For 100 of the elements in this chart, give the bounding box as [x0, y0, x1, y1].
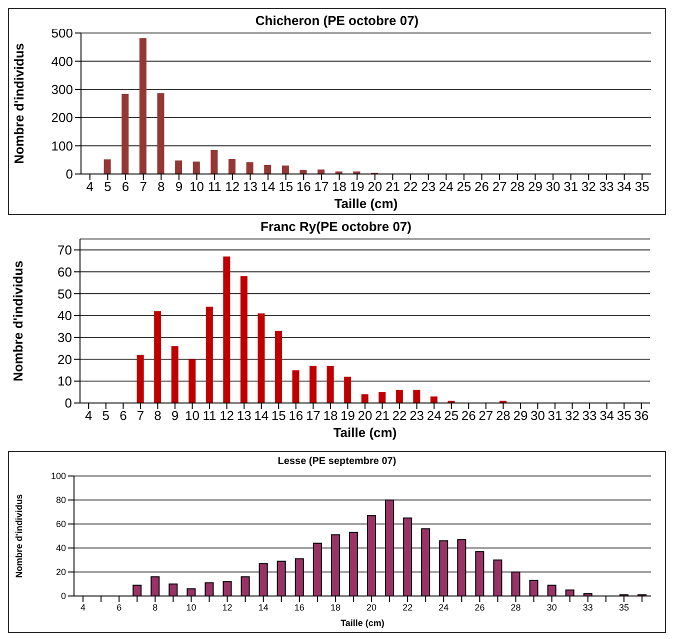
bar — [157, 93, 164, 174]
bar — [378, 392, 386, 403]
bar — [104, 159, 111, 174]
x-tick-label: 33 — [599, 179, 614, 194]
chart-title: Lesse (PE septembre 07) — [276, 456, 398, 469]
x-tick-label: 28 — [510, 602, 521, 612]
x-tick-label: 5 — [104, 179, 112, 194]
y-tick-label: 20 — [58, 352, 72, 367]
bar — [310, 366, 317, 403]
x-tick-label: 9 — [175, 179, 183, 194]
bar — [326, 366, 334, 403]
x-tick-label: 10 — [190, 179, 204, 194]
bar — [139, 38, 146, 174]
x-tick-label: 33 — [582, 408, 597, 424]
x-tick-label: 17 — [314, 179, 329, 194]
y-tick-label: 70 — [58, 242, 72, 258]
x-tick-label: 12 — [222, 602, 232, 612]
y-tick-label: 100 — [50, 471, 66, 482]
bar — [396, 390, 403, 403]
bar — [413, 390, 420, 403]
x-tick-label: 18 — [332, 179, 347, 194]
x-tick-label: 30 — [546, 602, 557, 612]
x-tick-label: 26 — [474, 179, 490, 194]
x-tick-label: 6 — [122, 179, 130, 194]
x-tick-label: 18 — [330, 602, 340, 612]
x-tick-label: 36 — [634, 408, 649, 424]
x-tick-label: 6 — [120, 408, 127, 424]
y-tick-label: 50 — [58, 286, 72, 302]
x-tick-label: 4 — [85, 408, 92, 424]
bar — [246, 162, 254, 174]
y-tick-label: 400 — [51, 54, 73, 69]
x-tick-label: 25 — [444, 408, 459, 424]
x-axis-title: Taille (cm) — [340, 618, 384, 628]
x-tick-label: 16 — [288, 408, 304, 424]
x-tick-label: 22 — [402, 602, 413, 612]
x-tick-label: 7 — [140, 179, 147, 194]
x-tick-label: 21 — [385, 179, 400, 194]
x-tick-label: 22 — [403, 179, 418, 194]
x-tick-label: 12 — [220, 408, 234, 424]
x-tick-label: 14 — [254, 408, 269, 424]
y-tick-label: 0 — [60, 591, 66, 602]
x-tick-label: 11 — [208, 179, 222, 194]
bar — [223, 256, 230, 403]
bar — [136, 354, 144, 403]
x-tick-label: 13 — [236, 408, 252, 424]
x-tick-label: 21 — [375, 408, 390, 424]
bar — [264, 164, 272, 174]
x-tick-label: 25 — [456, 179, 472, 194]
y-axis-title: Nombre d'individus — [14, 494, 24, 578]
y-tick-label: 60 — [58, 264, 72, 280]
y-tick-label: 80 — [56, 495, 66, 506]
x-tick-label: 35 — [616, 408, 632, 424]
chart-title: Franc Ry(PE octobre 07) — [260, 219, 412, 235]
x-tick-label: 17 — [306, 408, 320, 424]
x-tick-label: 7 — [136, 408, 144, 424]
x-tick-label: 27 — [492, 179, 507, 194]
x-tick-label: 33 — [582, 602, 593, 612]
bar — [430, 396, 438, 403]
x-tick-label: 14 — [260, 179, 276, 194]
x-tick-label: 14 — [258, 602, 268, 612]
x-tick-label: 35 — [618, 602, 629, 612]
y-tick-label: 60 — [56, 519, 66, 530]
y-tick-label: 40 — [56, 543, 66, 554]
x-tick-label: 20 — [366, 602, 377, 612]
x-tick-label: 35 — [634, 179, 650, 194]
x-axis-title: Taille (cm) — [333, 425, 397, 440]
x-tick-label: 30 — [530, 408, 545, 424]
y-tick-label: 300 — [51, 82, 73, 98]
x-tick-label: 32 — [565, 408, 580, 424]
x-tick-label: 30 — [546, 179, 560, 194]
x-tick-label: 9 — [171, 408, 179, 424]
bar — [344, 376, 352, 403]
bar — [361, 394, 368, 403]
bar — [206, 306, 213, 403]
bar — [292, 370, 300, 403]
y-axis-title: Nombre d'individus — [12, 43, 27, 164]
x-tick-label: 23 — [421, 179, 436, 194]
bar — [275, 330, 282, 403]
bar — [210, 150, 218, 174]
x-tick-label: 20 — [368, 179, 382, 194]
chart-title: Chicheron (PE octobre 07) — [255, 13, 419, 28]
bar — [188, 359, 196, 403]
x-tick-label: 5 — [102, 408, 110, 424]
x-tick-label: 15 — [271, 408, 286, 424]
bar — [122, 94, 129, 174]
y-tick-label: 0 — [66, 166, 73, 182]
x-tick-label: 19 — [340, 408, 355, 424]
x-tick-label: 10 — [185, 408, 200, 424]
x-tick-label: 12 — [225, 179, 240, 194]
bar — [228, 159, 236, 174]
x-tick-label: 13 — [242, 179, 258, 194]
x-tick-label: 34 — [617, 179, 632, 194]
x-tick-label: 18 — [323, 408, 338, 424]
bar — [240, 276, 248, 403]
x-tick-label: 34 — [600, 408, 614, 424]
bar — [154, 311, 162, 403]
x-tick-label: 16 — [294, 602, 304, 612]
bar — [258, 313, 265, 403]
x-tick-label: 24 — [438, 602, 449, 612]
x-tick-label: 8 — [152, 602, 158, 612]
